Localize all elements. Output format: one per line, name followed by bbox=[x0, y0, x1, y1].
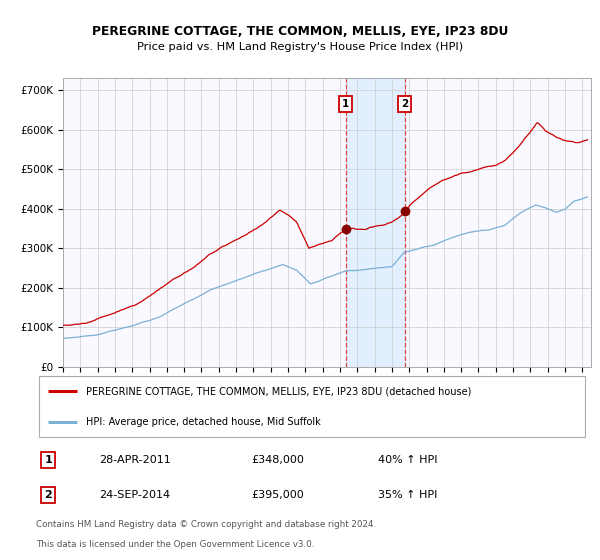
Text: This data is licensed under the Open Government Licence v3.0.: This data is licensed under the Open Gov… bbox=[36, 540, 314, 549]
Text: PEREGRINE COTTAGE, THE COMMON, MELLIS, EYE, IP23 8DU (detached house): PEREGRINE COTTAGE, THE COMMON, MELLIS, E… bbox=[86, 386, 471, 396]
Text: 35% ↑ HPI: 35% ↑ HPI bbox=[378, 490, 437, 500]
Text: HPI: Average price, detached house, Mid Suffolk: HPI: Average price, detached house, Mid … bbox=[86, 417, 320, 427]
Text: 1: 1 bbox=[342, 99, 349, 109]
Text: Price paid vs. HM Land Registry's House Price Index (HPI): Price paid vs. HM Land Registry's House … bbox=[137, 42, 463, 52]
Text: 28-APR-2011: 28-APR-2011 bbox=[100, 455, 171, 465]
Text: £348,000: £348,000 bbox=[251, 455, 304, 465]
Text: Contains HM Land Registry data © Crown copyright and database right 2024.: Contains HM Land Registry data © Crown c… bbox=[36, 520, 376, 529]
Text: 2: 2 bbox=[44, 490, 52, 500]
Text: PEREGRINE COTTAGE, THE COMMON, MELLIS, EYE, IP23 8DU: PEREGRINE COTTAGE, THE COMMON, MELLIS, E… bbox=[92, 25, 508, 38]
FancyBboxPatch shape bbox=[39, 376, 585, 437]
Text: £395,000: £395,000 bbox=[251, 490, 304, 500]
Text: 1: 1 bbox=[44, 455, 52, 465]
Text: 40% ↑ HPI: 40% ↑ HPI bbox=[378, 455, 438, 465]
Text: 24-SEP-2014: 24-SEP-2014 bbox=[100, 490, 170, 500]
Text: 2: 2 bbox=[401, 99, 408, 109]
Bar bbox=[346, 78, 404, 367]
